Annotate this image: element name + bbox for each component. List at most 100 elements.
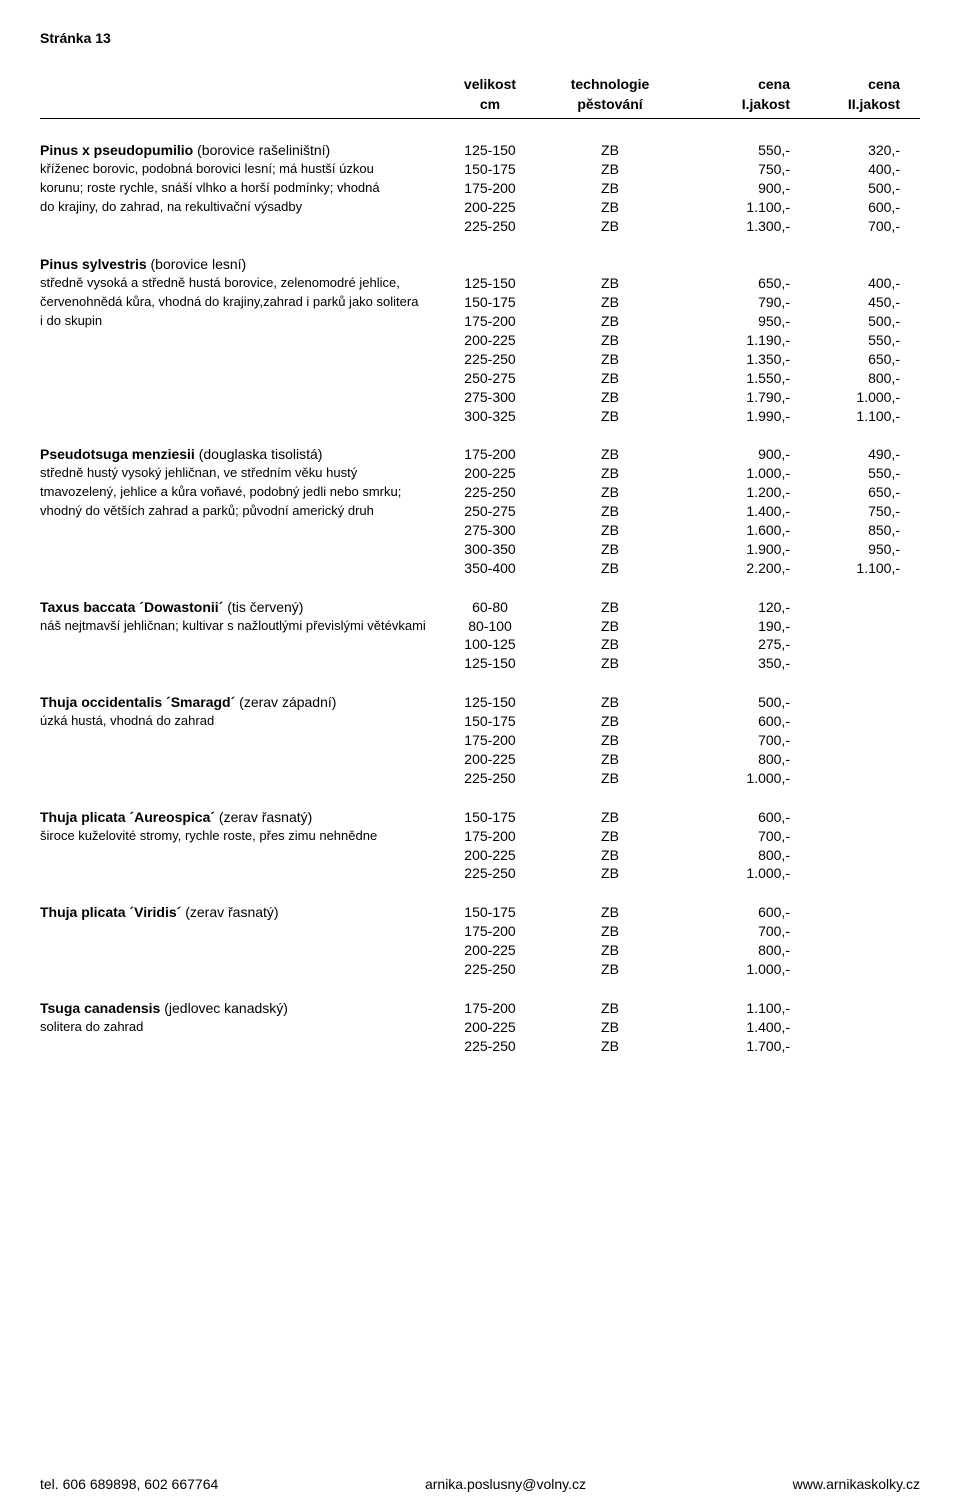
price-section: Thuja plicata ´Viridis´ (zerav řasnatý)1… [40, 903, 920, 979]
tech-cell: ZB [540, 179, 680, 198]
size-cell: 60-80 [440, 598, 540, 617]
table-row: Pinus sylvestris (borovice lesní) [40, 255, 920, 274]
size-cell: 175-200 [440, 731, 540, 750]
species-desc [40, 540, 440, 559]
table-row: 200-225ZB800,- [40, 846, 920, 865]
table-row: úzká hustá, vhodná do zahrad150-175ZB600… [40, 712, 920, 731]
size-cell: 225-250 [440, 350, 540, 369]
price-section: Thuja occidentalis ´Smaragd´ (zerav zápa… [40, 693, 920, 787]
size-cell: 225-250 [440, 483, 540, 502]
species-desc [40, 654, 440, 673]
species-title: Thuja plicata ´Aureospica´ (zerav řasnat… [40, 808, 440, 827]
price2-cell [790, 731, 900, 750]
table-row: Pinus x pseudopumilio (borovice rašelini… [40, 141, 920, 160]
price1-cell: 120,- [680, 598, 790, 617]
species-name-bold: Tsuga canadensis [40, 1000, 160, 1016]
size-cell: 150-175 [440, 293, 540, 312]
price2-cell [790, 598, 900, 617]
table-row: 175-200ZB700,- [40, 731, 920, 750]
footer-left: tel. 606 689898, 602 667764 [40, 1476, 218, 1492]
species-desc [40, 217, 440, 236]
price1-cell: 1.700,- [680, 1037, 790, 1056]
species-desc [40, 521, 440, 540]
tech-cell: ZB [540, 731, 680, 750]
tech-cell: ZB [540, 999, 680, 1018]
price1-cell: 1.000,- [680, 464, 790, 483]
species-name-bold: Thuja plicata ´Aureospica´ [40, 809, 215, 825]
page-header: Stránka 13 [40, 30, 920, 46]
table-row: 175-200ZB700,- [40, 922, 920, 941]
price1-cell: 1.100,- [680, 999, 790, 1018]
tech-cell: ZB [540, 960, 680, 979]
tech-cell: ZB [540, 483, 680, 502]
price2-cell: 600,- [790, 198, 900, 217]
table-row: 200-225ZB800,- [40, 941, 920, 960]
size-cell: 150-175 [440, 903, 540, 922]
price1-cell: 1.600,- [680, 521, 790, 540]
species-desc: červenohnědá kůra, vhodná do krajiny,zah… [40, 293, 440, 312]
size-cell: 225-250 [440, 864, 540, 883]
table-row: široce kuželovité stromy, rychle roste, … [40, 827, 920, 846]
species-title: Taxus baccata ´Dowastonii´ (tis červený) [40, 598, 440, 617]
price2-cell: 400,- [790, 274, 900, 293]
table-row: 225-250ZB1.000,- [40, 960, 920, 979]
price1-cell: 650,- [680, 274, 790, 293]
price-section: Tsuga canadensis (jedlovec kanadský)175-… [40, 999, 920, 1056]
species-name-plain: široce kuželovité stromy, rychle roste, … [40, 828, 377, 843]
tech-cell: ZB [540, 217, 680, 236]
species-name-bold: Thuja occidentalis ´Smaragd´ [40, 694, 235, 710]
price2-cell [790, 617, 900, 636]
price1-cell: 275,- [680, 635, 790, 654]
table-row: 275-300ZB1.790,-1.000,- [40, 388, 920, 407]
size-cell: 225-250 [440, 769, 540, 788]
sections-container: Pinus x pseudopumilio (borovice rašelini… [40, 141, 920, 1056]
size-cell: 200-225 [440, 1018, 540, 1037]
species-desc [40, 1037, 440, 1056]
table-row: náš nejtmavší jehličnan; kultivar s nažl… [40, 617, 920, 636]
price1-cell: 1.000,- [680, 864, 790, 883]
tech-cell: ZB [540, 521, 680, 540]
table-row: 350-400ZB2.200,-1.100,- [40, 559, 920, 578]
size-cell: 125-150 [440, 141, 540, 160]
tech-cell: ZB [540, 502, 680, 521]
species-desc [40, 941, 440, 960]
price2-cell [790, 255, 900, 274]
table-row: tmavozelený, jehlice a kůra voňavé, podo… [40, 483, 920, 502]
price-section: Thuja plicata ´Aureospica´ (zerav řasnat… [40, 808, 920, 884]
size-cell: 150-175 [440, 808, 540, 827]
price1-cell: 800,- [680, 750, 790, 769]
tech-cell: ZB [540, 350, 680, 369]
species-name-plain: (tis červený) [223, 599, 303, 615]
size-cell: 125-150 [440, 654, 540, 673]
size-cell: 225-250 [440, 1037, 540, 1056]
species-title: Thuja plicata ´Viridis´ (zerav řasnatý) [40, 903, 440, 922]
species-desc [40, 750, 440, 769]
price1-cell: 2.200,- [680, 559, 790, 578]
tech-cell: ZB [540, 846, 680, 865]
tech-cell: ZB [540, 445, 680, 464]
col-h3: technologie [540, 76, 680, 92]
table-row: 225-250ZB1.700,- [40, 1037, 920, 1056]
species-desc [40, 331, 440, 350]
price1-cell: 350,- [680, 654, 790, 673]
col-s2: cm [440, 96, 540, 112]
price1-cell: 1.300,- [680, 217, 790, 236]
species-name-plain: červenohnědá kůra, vhodná do krajiny,zah… [40, 294, 418, 309]
species-desc: středně hustý vysoký jehličnan, ve střed… [40, 464, 440, 483]
species-title: Pinus x pseudopumilio (borovice rašelini… [40, 141, 440, 160]
species-desc [40, 635, 440, 654]
column-headers-row1: velikost technologie cena cena [40, 76, 920, 92]
table-row: i do skupin175-200ZB950,-500,- [40, 312, 920, 331]
price2-cell [790, 941, 900, 960]
price-section: Pinus sylvestris (borovice lesní)středně… [40, 255, 920, 425]
table-row: 300-325ZB1.990,-1.100,- [40, 407, 920, 426]
tech-cell: ZB [540, 198, 680, 217]
species-name-bold: Pinus sylvestris [40, 256, 147, 272]
species-name-plain: (borovice lesní) [147, 256, 247, 272]
price1-cell: 550,- [680, 141, 790, 160]
species-name-plain: korunu; roste rychle, snáší vlhko a horš… [40, 180, 380, 195]
species-name-plain: středně hustý vysoký jehličnan, ve střed… [40, 465, 357, 480]
price2-cell [790, 1037, 900, 1056]
price1-cell: 950,- [680, 312, 790, 331]
price1-cell: 1.550,- [680, 369, 790, 388]
